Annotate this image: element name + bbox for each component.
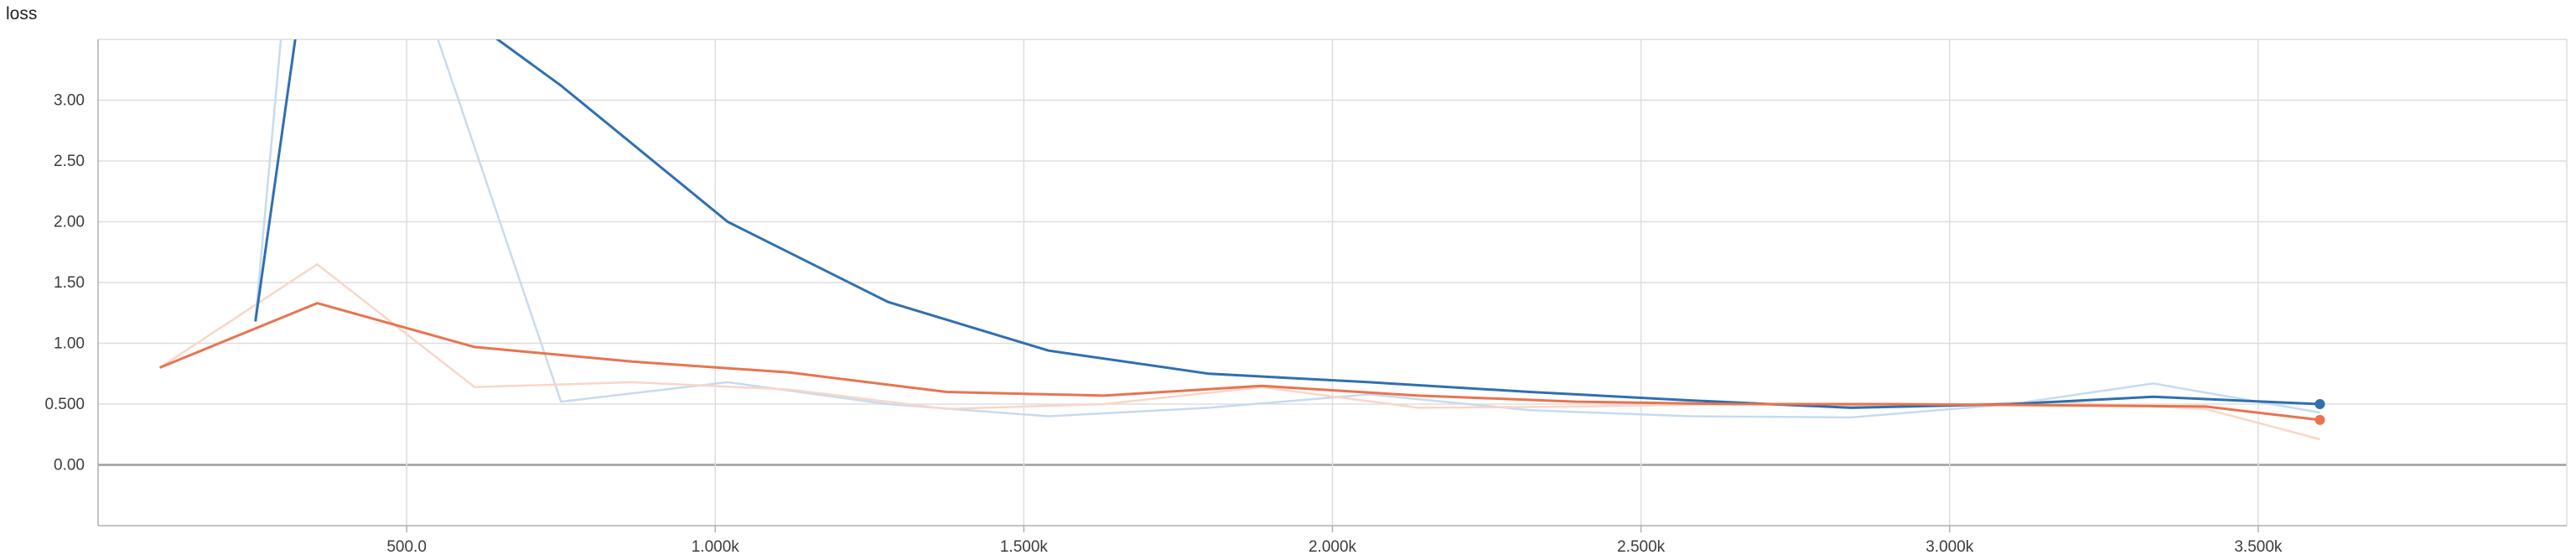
series-2-end-point — [2314, 414, 2325, 425]
axes — [97, 39, 2567, 532]
series-1-line — [254, 39, 2320, 409]
series-2-raw-line — [158, 263, 2320, 441]
x-tick-label: 1.000k — [692, 538, 740, 555]
tick-labels: 0.00 0.500 1.00 1.50 2.00 2.50 3.00 500.0 1.000k… — [44, 92, 2282, 555]
marker-layer — [2314, 399, 2325, 425]
x-tick-label: 1.500k — [1000, 538, 1049, 555]
y-tick-label: 0.500 — [44, 396, 85, 413]
x-tick-label: 2.500k — [1617, 538, 1666, 555]
x-tick-label: 3.000k — [1926, 538, 1974, 555]
y-tick-label: 1.50 — [54, 274, 85, 292]
series-1-end-point — [2314, 399, 2325, 409]
y-tick-label: 0.00 — [54, 457, 85, 475]
y-tick-label: 2.00 — [54, 214, 85, 231]
x-tick-label: 2.000k — [1309, 538, 1357, 555]
y-tick-label: 3.00 — [54, 92, 85, 110]
y-tick-label: 2.50 — [54, 153, 85, 170]
x-tick-label: 500.0 — [386, 538, 427, 555]
y-tick-label: 1.00 — [54, 335, 85, 353]
grid — [98, 39, 2568, 526]
x-tick-label: 3.500k — [2234, 538, 2283, 555]
series-1-raw-line — [254, 39, 2320, 419]
chart-title: loss — [6, 4, 38, 23]
series-layer — [158, 39, 2320, 441]
series-2-line — [159, 302, 2320, 422]
